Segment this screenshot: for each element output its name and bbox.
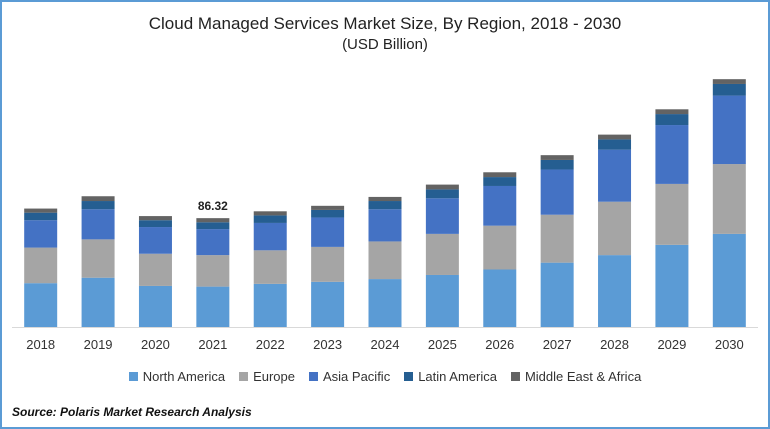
bar-segment-2026-1 — [483, 225, 517, 270]
bar-segment-2024-0 — [368, 279, 402, 327]
bar-segment-2020-1 — [138, 253, 172, 286]
bar-segment-2018-2 — [24, 220, 58, 248]
x-tick-label-2028: 2028 — [600, 337, 629, 352]
bar-segment-2020-4 — [138, 216, 172, 221]
bar-segment-2018-4 — [24, 208, 58, 213]
bar-segment-2029-4 — [655, 109, 689, 115]
bar-segment-2021-2 — [196, 229, 230, 256]
legend-label-4: Middle East & Africa — [524, 369, 642, 384]
bar-segment-2022-4 — [253, 211, 287, 216]
bar-segment-2027-4 — [540, 155, 574, 160]
bar-segment-2022-2 — [253, 222, 287, 251]
legend-label-3: Latin America — [418, 369, 497, 384]
bar-segment-2020-3 — [138, 220, 172, 228]
bar-segment-2026-0 — [483, 269, 517, 327]
bar-segment-2027-2 — [540, 169, 574, 215]
bar-segment-2022-3 — [253, 215, 287, 223]
x-tick-label-2025: 2025 — [428, 337, 457, 352]
bar-segment-2025-3 — [425, 189, 459, 199]
bar-segment-2019-0 — [81, 277, 115, 327]
bar-segment-2021-0 — [196, 286, 230, 327]
bar-segment-2023-3 — [311, 209, 345, 218]
bar-segment-2021-4 — [196, 218, 230, 223]
bar-segment-2018-0 — [24, 283, 58, 327]
legend-label-1: Europe — [253, 369, 295, 384]
bar-segment-2028-3 — [598, 139, 632, 150]
bar-segment-2027-0 — [540, 262, 574, 327]
bar-segment-2026-4 — [483, 172, 517, 178]
bar-segment-2030-3 — [712, 83, 746, 96]
x-tick-label-2027: 2027 — [543, 337, 572, 352]
x-tick-label-2026: 2026 — [485, 337, 514, 352]
bar-segment-2019-4 — [81, 196, 115, 202]
x-tick-label-2030: 2030 — [715, 337, 744, 352]
bar-segment-2023-0 — [311, 281, 345, 327]
x-tick-label-2018: 2018 — [26, 337, 55, 352]
x-tick-label-2020: 2020 — [141, 337, 170, 352]
bar-segment-2018-1 — [24, 247, 58, 284]
legend-label-0: North America — [142, 369, 226, 384]
bar-segment-2024-3 — [368, 201, 402, 210]
bar-segment-2024-4 — [368, 196, 402, 202]
bar-segment-2023-4 — [311, 205, 345, 210]
bar-segment-2025-2 — [425, 198, 459, 234]
bar-segment-2028-2 — [598, 149, 632, 202]
bar-segment-2029-0 — [655, 244, 689, 327]
bar-segment-2026-2 — [483, 185, 517, 226]
legend-swatch-1 — [239, 372, 249, 381]
bar-segment-2025-4 — [425, 184, 459, 190]
legend-swatch-2 — [309, 372, 318, 381]
bar-segment-2030-4 — [712, 79, 746, 84]
data-label-2021: 86.32 — [198, 199, 228, 213]
legend-item-4: Middle East & Africa — [510, 369, 642, 384]
bar-segment-2027-3 — [540, 159, 574, 170]
bar-segment-2025-0 — [425, 274, 459, 327]
bar-segment-2020-2 — [138, 227, 172, 254]
bar-segment-2021-1 — [196, 255, 230, 287]
bar-segment-2030-0 — [712, 233, 746, 327]
legend-item-1: Europe — [239, 369, 295, 384]
bar-segment-2023-2 — [311, 217, 345, 247]
bar-segment-2029-2 — [655, 125, 689, 184]
bar-segment-2022-0 — [253, 283, 287, 327]
legend-label-2: Asia Pacific — [323, 369, 391, 384]
x-tick-label-2019: 2019 — [84, 337, 113, 352]
chart-subtitle: (USD Billion) — [342, 36, 428, 53]
bar-segment-2021-3 — [196, 222, 230, 230]
legend-swatch-0 — [128, 372, 138, 381]
bar-segment-2019-1 — [81, 239, 115, 278]
legend-swatch-3 — [404, 372, 414, 381]
x-tick-label-2022: 2022 — [256, 337, 285, 352]
x-tick-label-2029: 2029 — [657, 337, 686, 352]
bar-segment-2027-1 — [540, 214, 574, 263]
bar-segment-2029-1 — [655, 183, 689, 245]
x-tick-label-2024: 2024 — [371, 337, 400, 352]
bar-segment-2030-2 — [712, 95, 746, 165]
legend-item-0: North America — [128, 369, 226, 384]
bar-segment-2020-0 — [138, 285, 172, 327]
bar-segment-2019-2 — [81, 209, 115, 240]
bar-segment-2024-1 — [368, 241, 402, 280]
bar-segment-2028-0 — [598, 255, 632, 327]
bar-segment-2028-1 — [598, 201, 632, 256]
legend-swatch-4 — [510, 372, 520, 381]
bar-segment-2025-1 — [425, 233, 459, 275]
bar-segment-2024-2 — [368, 209, 402, 242]
legend-item-3: Latin America — [404, 369, 497, 384]
source-note: Source: Polaris Market Research Analysis — [12, 405, 252, 419]
chart-title: Cloud Managed Services Market Size, By R… — [148, 14, 622, 33]
legend-item-2: Asia Pacific — [309, 369, 390, 384]
bar-segment-2026-3 — [483, 177, 517, 186]
bar-segment-2029-3 — [655, 114, 689, 126]
bar-segment-2019-3 — [81, 201, 115, 210]
bar-segment-2022-1 — [253, 250, 287, 284]
x-tick-label-2023: 2023 — [313, 337, 342, 352]
chart-legend: North America Europe Asia Pacific Latin Ame… — [0, 369, 770, 384]
bar-segment-2018-3 — [24, 212, 58, 221]
bar-segment-2023-1 — [311, 246, 345, 282]
bar-segment-2028-4 — [598, 134, 632, 140]
bar-segment-2030-1 — [712, 164, 746, 234]
x-tick-label-2021: 2021 — [198, 337, 227, 352]
